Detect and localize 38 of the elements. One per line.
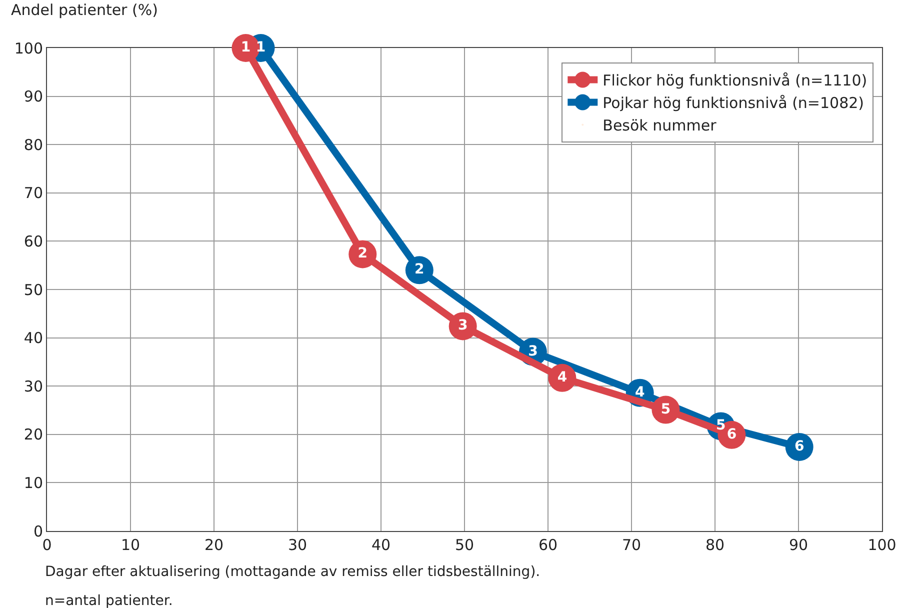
y-tick-label: 100 bbox=[14, 39, 43, 58]
x-axis-title: Dagar efter aktualisering (mottagande av remiss eller tidsbeställning). bbox=[45, 564, 540, 580]
x-tick-label: 90 bbox=[788, 536, 808, 554]
text: n=antal patienter. bbox=[45, 593, 173, 608]
annotation: 4 bbox=[634, 384, 645, 400]
y-tick-label: 0 bbox=[33, 522, 43, 540]
y-tick-label: 30 bbox=[24, 377, 43, 396]
y-axis-title: Andel patienter (%) bbox=[11, 1, 158, 19]
y-tick-label: 80 bbox=[24, 136, 43, 154]
y-tick-label: 90 bbox=[24, 88, 43, 106]
annotation: 2 bbox=[414, 262, 424, 278]
y-tick-label: 70 bbox=[24, 184, 43, 202]
annotation: 6 bbox=[794, 438, 804, 454]
point bbox=[405, 256, 434, 284]
x-tick-label: 100 bbox=[868, 536, 896, 554]
x-tick-label: 20 bbox=[204, 536, 224, 554]
x-tick-label: 70 bbox=[622, 536, 642, 554]
x-tick-label: 50 bbox=[454, 536, 474, 554]
legend-label: Pojkar hög funktionsnivå (n=1082) bbox=[602, 94, 864, 112]
x-tick-label: 40 bbox=[371, 536, 391, 554]
y-tick-label: 50 bbox=[24, 280, 43, 299]
legend-label: Flickor hög funktionsnivå (n=1110) bbox=[602, 72, 868, 90]
x-tick-label: 30 bbox=[288, 536, 308, 554]
annotation: Besök nummer bbox=[602, 116, 718, 135]
annotation: 6 bbox=[726, 426, 737, 442]
y-tick-label: 10 bbox=[24, 474, 43, 492]
x-tick-label: 10 bbox=[120, 536, 140, 554]
annotation: 3 bbox=[528, 343, 538, 360]
y-tick-label: 60 bbox=[24, 232, 43, 250]
annotation: 1 bbox=[240, 40, 251, 56]
annotation: 2 bbox=[358, 246, 368, 262]
annotation: 5 bbox=[660, 401, 671, 418]
y-tick-label: 40 bbox=[24, 329, 43, 348]
y-tick-label: 20 bbox=[24, 426, 43, 444]
x-tick-label: 80 bbox=[705, 536, 725, 554]
annotation: 4 bbox=[557, 369, 568, 386]
annotation: 3 bbox=[458, 318, 468, 334]
x-tick-label: 60 bbox=[538, 536, 558, 554]
